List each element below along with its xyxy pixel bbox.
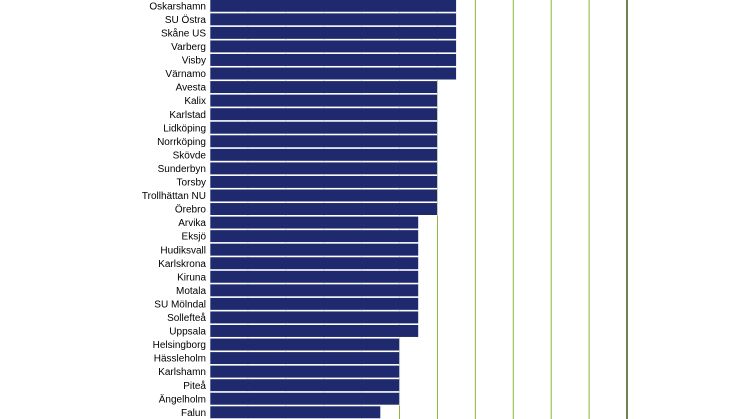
category-label-12: Sunderbyn <box>158 164 206 175</box>
bar-16 <box>209 216 419 230</box>
bar-11 <box>209 148 438 162</box>
category-label-26: Hässleholm <box>154 354 206 365</box>
bars-layer <box>209 0 457 419</box>
bar-6 <box>209 80 438 94</box>
bar-3 <box>209 39 457 54</box>
bar-19 <box>209 256 419 270</box>
category-label-30: Falun <box>181 408 206 419</box>
bar-2 <box>209 26 457 40</box>
category-label-1: SU Östra <box>165 14 207 26</box>
bar-12 <box>209 161 438 175</box>
category-label-5: Värnamo <box>165 69 206 80</box>
bar-8 <box>209 107 438 121</box>
bar-29 <box>209 392 400 406</box>
bar-10 <box>209 134 438 148</box>
category-label-16: Arvika <box>178 218 206 229</box>
bar-23 <box>209 310 419 324</box>
category-label-13: Torsby <box>177 178 206 189</box>
category-label-27: Karlshamn <box>158 367 206 378</box>
category-label-0: Oskarshamn <box>149 1 206 12</box>
bar-14 <box>209 188 438 203</box>
bar-24 <box>209 324 419 338</box>
category-label-24: Uppsala <box>169 327 206 338</box>
bar-15 <box>209 202 438 216</box>
category-label-14: Trollhättan NU <box>142 191 206 202</box>
category-label-2: Skåne US <box>161 27 206 39</box>
bar-17 <box>209 229 419 243</box>
category-label-10: Norrköping <box>157 137 206 148</box>
category-label-6: Avesta <box>176 83 207 94</box>
category-label-17: Eksjö <box>182 232 207 243</box>
category-label-21: Motala <box>176 286 206 297</box>
bar-20 <box>209 270 419 284</box>
category-label-7: Kalix <box>184 96 206 107</box>
bar-13 <box>209 175 438 189</box>
bar-5 <box>209 66 457 81</box>
category-label-29: Ängelholm <box>159 393 206 405</box>
bar-28 <box>209 378 400 392</box>
category-label-11: Skövde <box>173 150 207 161</box>
category-label-28: Piteå <box>183 380 206 392</box>
bar-4 <box>209 53 457 67</box>
category-label-3: Varberg <box>171 42 206 53</box>
category-label-18: Hudiksvall <box>160 245 206 256</box>
bar-22 <box>209 297 419 311</box>
bar-21 <box>209 283 419 297</box>
category-label-8: Karlstad <box>169 110 206 121</box>
bar-25 <box>209 337 400 352</box>
category-label-9: Lidköping <box>163 123 206 134</box>
bar-9 <box>209 121 438 135</box>
category-label-22: SU Mölndal <box>154 299 206 310</box>
bar-27 <box>209 365 400 379</box>
bar-30 <box>209 405 381 419</box>
category-label-4: Visby <box>182 56 206 67</box>
category-label-25: Helsingborg <box>153 340 206 351</box>
bar-1 <box>209 12 457 26</box>
bar-7 <box>209 94 438 108</box>
bar-26 <box>209 351 400 365</box>
category-label-15: Örebro <box>175 204 207 216</box>
bar-0 <box>209 0 457 13</box>
category-label-20: Kiruna <box>177 272 206 283</box>
bar-18 <box>209 243 419 257</box>
category-label-23: Sollefteå <box>167 312 206 324</box>
category-label-19: Karlskrona <box>158 259 206 270</box>
